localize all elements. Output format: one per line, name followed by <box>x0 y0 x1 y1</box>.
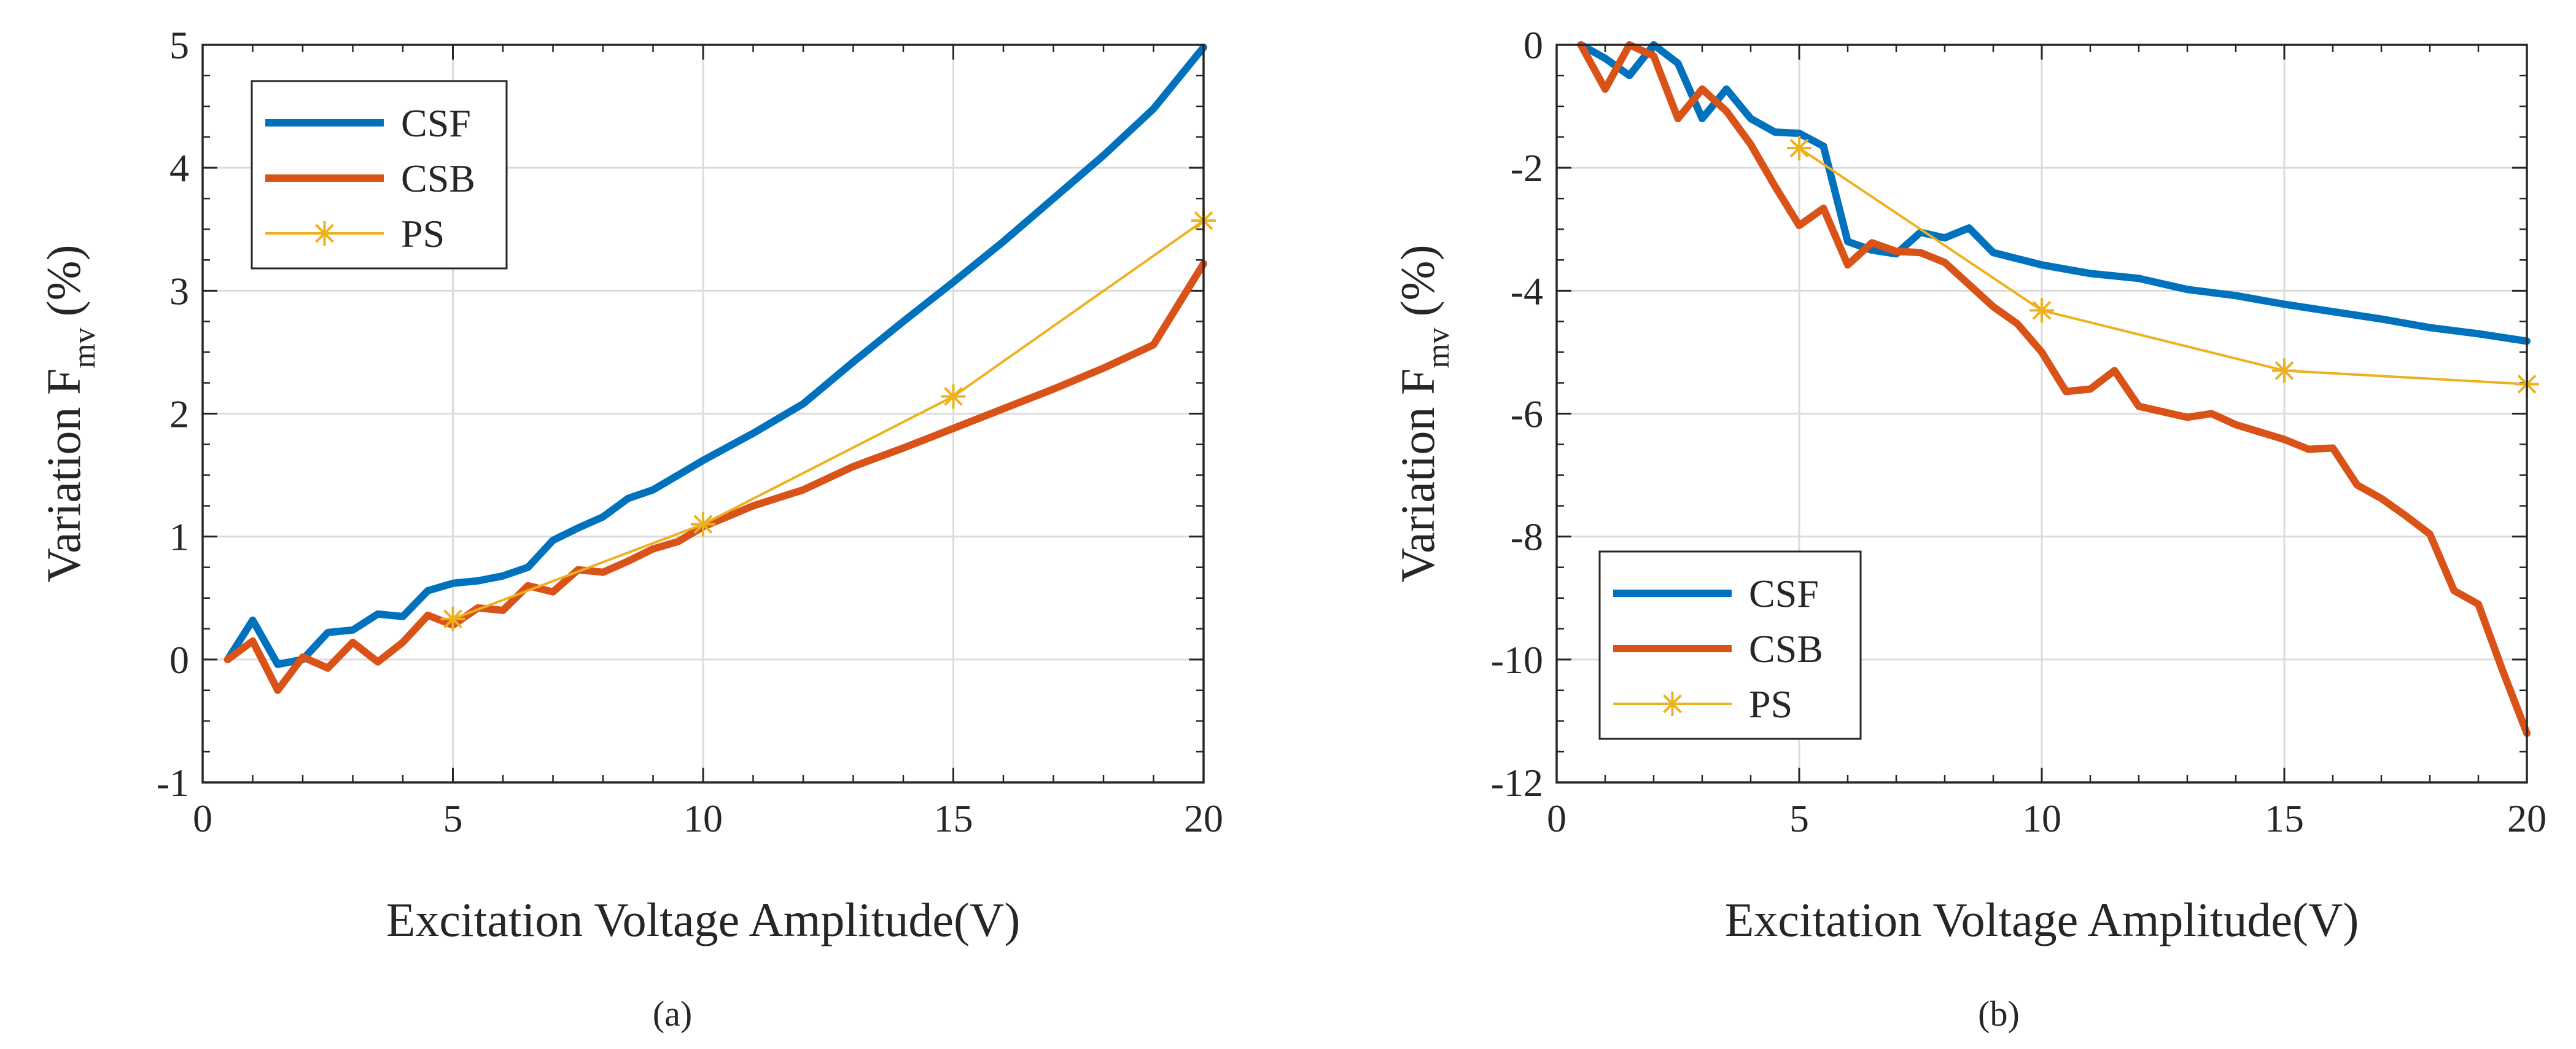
panel-b-x-tick-label: 10 <box>2022 797 2061 840</box>
panel-a-series-ps-point <box>440 606 465 631</box>
panel-b-label: (b) <box>1978 994 2020 1034</box>
panel-a-y-tick-label: 3 <box>169 269 189 313</box>
panel-a-series-ps-point <box>691 512 715 537</box>
panel-b-series-ps-line <box>1798 147 2528 386</box>
panel-b-chart: 0 5 10 15 20 -12 -10 -8 -6 -4 -2 0 Excitation Voltag… <box>1391 23 2547 946</box>
panel-a-legend-entry-csf: CSF <box>265 101 471 145</box>
panel-a-series-ps-line <box>451 219 1205 620</box>
panel-a-y-axis-label: Variation Fmv (%) <box>37 244 102 582</box>
panel-a-x-axis-label: Excitation Voltage Amplitude(V) <box>386 893 1021 946</box>
panel-b-legend-label: CSB <box>1749 627 1823 671</box>
panel-a-series-ps-point <box>941 384 966 409</box>
panel-b-series-ps-point <box>2272 358 2297 383</box>
panel-b-y-axis-label: Variation Fmv (%) <box>1391 244 1456 582</box>
panel-b-y-axis-label-unit: (%) <box>1391 244 1444 316</box>
panel-a-y-tick-label: -1 <box>157 761 189 805</box>
panel-a-y-tick-label: 2 <box>169 392 189 436</box>
panel-a-legend-label: CSB <box>401 157 475 200</box>
panel-b-series-ps-point <box>1787 136 1811 161</box>
panel-a-y-tick-label: 1 <box>169 515 189 559</box>
panel-a-x-tick-label: 0 <box>193 797 212 840</box>
panel-b-series-csf-line <box>1577 41 2531 345</box>
panel-a-label: (a) <box>653 994 692 1034</box>
panel-b-legend-entry-csb: CSB <box>1613 627 1823 671</box>
panel-a-series-csf-line <box>224 44 1207 668</box>
panel-b-y-axis-label-subscript: mv <box>1421 327 1456 368</box>
panel-b-y-tick-label: -10 <box>1491 638 1543 682</box>
panel-b-series-ps-point <box>2029 298 2054 323</box>
panel-b-legend-entry-csf: CSF <box>1613 572 1819 615</box>
panel-b-legend-label: PS <box>1749 682 1792 726</box>
panel-b-x-tick-label: 0 <box>1547 797 1566 840</box>
panel-b-x-tick-label: 5 <box>1789 797 1809 840</box>
panel-b-axes-box <box>1555 44 2528 784</box>
panel-a-x-tick-label: 10 <box>683 797 723 840</box>
panel-b-legend-entry-ps: PS <box>1613 682 1792 726</box>
panel-b-y-axis-label-main: Variation F <box>1391 369 1444 583</box>
panel-a-legend: CSF CSB PS <box>251 80 508 270</box>
panel-a-series-csb-line <box>224 260 1207 694</box>
panel-b-y-tick-label: -8 <box>1511 515 1543 559</box>
panel-a-x-tick-label: 20 <box>1184 797 1223 840</box>
panel-b-y-tick-label: -6 <box>1511 392 1543 436</box>
panel-a-legend-entry-ps: PS <box>265 212 445 255</box>
panel-a-legend-label: PS <box>401 212 445 255</box>
panel-b-x-tick-label: 20 <box>2507 797 2547 840</box>
panel-b-x-tick-label: 15 <box>2265 797 2304 840</box>
panel-b-series-csb-line <box>1577 41 2531 737</box>
panel-a-y-tick-label: 5 <box>169 23 189 67</box>
panel-a-y-axis-label-main: Variation F <box>37 369 90 583</box>
panel-b-y-tick-label: -2 <box>1511 146 1543 190</box>
panel-a-y-tick-label: 4 <box>169 146 189 190</box>
panel-b-y-tick-label: 0 <box>1523 23 1543 67</box>
panel-a-x-tick-label: 5 <box>443 797 463 840</box>
panel-a-y-axis-label-unit: (%) <box>37 244 90 316</box>
panel-b-legend: CSF CSB PS <box>1598 550 1862 740</box>
panel-a-legend-label: CSF <box>401 101 471 145</box>
panel-a-y-axis-label-subscript: mv <box>67 327 102 368</box>
panel-b-y-tick-label: -12 <box>1491 761 1543 805</box>
panel-a-x-tick-label: 15 <box>934 797 973 840</box>
panel-a-y-tick-label: 0 <box>169 638 189 682</box>
panel-a-legend-entry-csb: CSB <box>265 157 475 200</box>
panel-a-axes-box <box>201 44 1205 784</box>
panel-b-y-tick-label: -4 <box>1511 269 1543 313</box>
panel-b-legend-label: CSF <box>1749 572 1819 615</box>
panel-b-x-axis-label: Excitation Voltage Amplitude(V) <box>1725 893 2359 946</box>
